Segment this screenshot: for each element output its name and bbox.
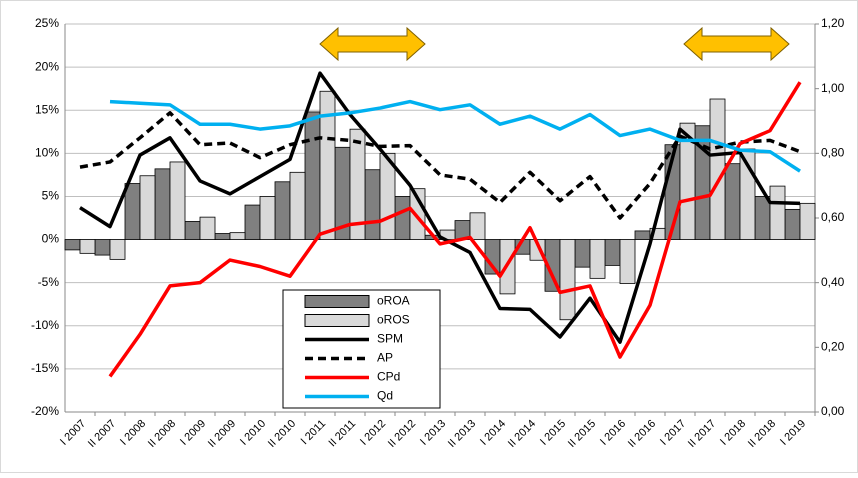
y2-tick-label: 0,40 <box>821 275 845 289</box>
bar <box>169 161 186 240</box>
legend-swatch <box>304 295 370 308</box>
bar <box>679 122 696 240</box>
y-tick-label: -15% <box>31 361 59 375</box>
bar <box>709 98 726 240</box>
y-tick-label: 5% <box>42 189 60 203</box>
bar <box>589 239 606 279</box>
y-tick-label: 10% <box>35 146 59 160</box>
bar <box>754 196 771 240</box>
arrow-right-period <box>683 26 790 62</box>
bar <box>199 216 216 240</box>
legend-label: AP <box>377 351 393 365</box>
line-series <box>109 99 801 173</box>
bar <box>364 169 381 240</box>
bar <box>619 239 636 284</box>
bar <box>469 212 486 240</box>
line-series <box>79 111 801 220</box>
bar <box>154 168 171 240</box>
bar <box>304 111 321 240</box>
bar <box>349 128 366 240</box>
line-series <box>79 71 801 344</box>
y-tick-label: 15% <box>35 102 59 116</box>
legend-swatch <box>304 314 370 327</box>
y-tick-label: 0% <box>42 232 60 246</box>
bar <box>319 90 336 240</box>
bar <box>109 239 126 260</box>
y-tick-label: -5% <box>38 275 60 289</box>
y2-tick-label: 1,20 <box>821 16 845 30</box>
bar <box>574 239 591 268</box>
bar <box>139 175 156 240</box>
y2-tick-label: 0,20 <box>821 340 845 354</box>
legend-label: SPM <box>377 332 403 346</box>
legend-label: CPd <box>377 370 400 384</box>
legend-label: oROS <box>377 313 410 327</box>
y-tick-label: 20% <box>35 59 59 73</box>
arrow-left-period <box>319 26 426 62</box>
y-tick-label: 25% <box>35 16 59 30</box>
bar <box>289 171 306 240</box>
y2-tick-label: 0,00 <box>821 404 845 418</box>
bar <box>64 239 81 251</box>
y2-tick-label: 0,60 <box>821 210 845 224</box>
legend-box <box>282 289 441 409</box>
bar <box>394 196 411 240</box>
bar <box>769 185 786 240</box>
bar <box>649 227 666 240</box>
bar <box>799 202 816 240</box>
bar <box>184 221 201 240</box>
bar <box>124 183 141 240</box>
bar <box>94 239 111 256</box>
y2-tick-label: 1,00 <box>821 81 845 95</box>
y-tick-label: -20% <box>31 404 59 418</box>
legend: oROA oROS SPM AP CPd Qd <box>282 289 441 409</box>
bar <box>244 204 261 240</box>
bar <box>274 181 291 240</box>
bar <box>559 239 576 321</box>
bar <box>634 230 651 240</box>
legend-label: Qd <box>377 389 393 403</box>
bar <box>79 239 96 254</box>
bar <box>604 239 621 266</box>
y2-tick-label: 0,80 <box>821 146 845 160</box>
bar <box>724 163 741 240</box>
bar <box>214 233 231 240</box>
bar <box>229 232 246 240</box>
y-tick-label: -10% <box>31 318 59 332</box>
line-series <box>108 81 802 378</box>
bar <box>259 196 276 240</box>
bar <box>784 208 801 240</box>
legend-label: oROA <box>377 294 410 308</box>
